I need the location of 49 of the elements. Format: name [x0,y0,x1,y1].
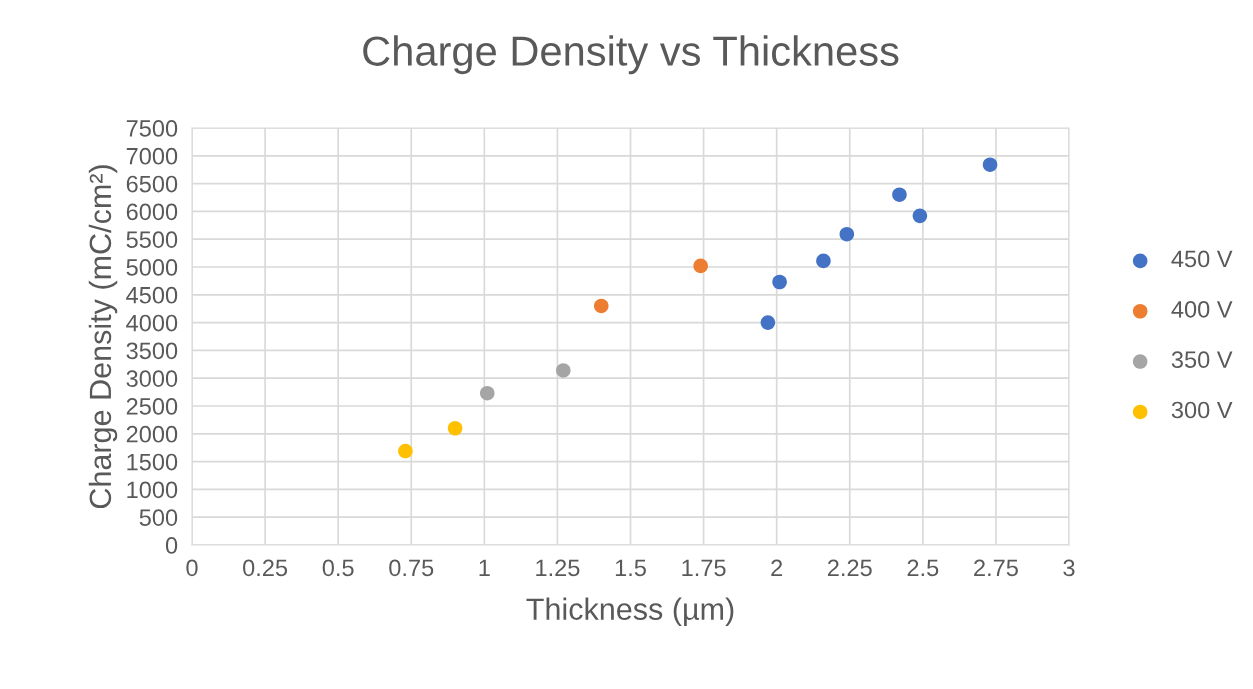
legend-label: 350 V [1171,351,1233,369]
x-tick-label: 2.5 [907,559,939,577]
point [593,298,609,314]
point [816,253,831,269]
legend-label: 450 V [1171,250,1233,268]
y-tick-label: 3500 [126,342,178,360]
chart-title: Charge Density vs Thickness [363,35,899,75]
y-tick-label: 0 [165,537,178,554]
point [912,208,928,224]
y-tick-label: 5000 [126,259,178,276]
point [772,274,787,290]
y-tick-label: 2500 [126,398,178,415]
point [982,157,998,172]
point [479,385,495,401]
x-tick-label: 2.25 [827,559,872,577]
point [839,226,855,242]
y-tick-label: 6500 [126,175,178,193]
legend-label: 300 V [1171,401,1233,419]
x-tick-label: 1.5 [615,559,646,577]
x-tick-label: 1.75 [682,559,726,577]
x-tick-label: 0.25 [243,559,288,577]
x-tick-label: 1.25 [536,559,580,577]
y-tick-label: 7500 [126,120,178,137]
legend-label: 400 V [1171,300,1233,318]
x-tick-label: 2.75 [974,559,1018,577]
y-tick-label: 4500 [126,286,178,304]
y-tick-label: 500 [139,509,178,526]
point [398,443,413,459]
x-axis-title: Thickness (µm) [526,597,734,627]
y-tick-label: 3000 [126,370,178,387]
x-tick-label: 3 [1063,559,1075,577]
y-tick-label: 1000 [127,481,178,499]
x-tick-label: 0 [186,559,198,577]
x-tick-label: 0.75 [389,559,434,577]
x-tick-label: 2 [771,559,783,576]
point [555,363,571,378]
point [760,315,776,330]
y-tick-label: 1500 [127,453,178,471]
point [693,258,708,274]
y-tick-label: 4000 [126,314,178,332]
point [892,187,907,202]
x-tick-label: 0.5 [322,559,354,577]
point [447,420,463,436]
x-tick-label: 1 [479,559,490,576]
y-tick-label: 5500 [126,231,178,248]
y-tick-label: 6000 [126,203,178,221]
y-tick-label: 2000 [126,425,178,443]
y-axis-title: Charge Density (mC/cm²) [88,165,118,509]
y-tick-label: 7000 [126,147,178,165]
